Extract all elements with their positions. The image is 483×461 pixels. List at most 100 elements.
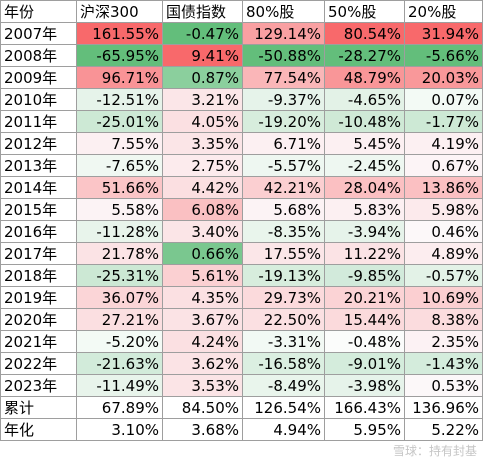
- value-cell: 22.50%: [242, 308, 325, 331]
- value-cell: 129.14%: [242, 22, 325, 45]
- value-cell: 5.98%: [404, 198, 483, 221]
- row-label: 2008年: [0, 44, 77, 67]
- table-row: 2013年 -7.65% 2.75% -5.57% -2.45% 0.67%: [0, 154, 483, 177]
- value-cell: -9.01%: [324, 352, 405, 375]
- value-cell: 5.68%: [242, 198, 325, 221]
- value-cell: 5.83%: [324, 198, 405, 221]
- table-row: 2022年 -21.63% 3.62% -16.58% -9.01% -1.43%: [0, 352, 483, 375]
- value-cell: 4.19%: [404, 132, 483, 155]
- value-cell: 3.68%: [162, 418, 243, 441]
- table-row: 2008年 -65.95% 9.41% -50.88% -28.27% -5.66%: [0, 44, 483, 67]
- table-row: 2023年 -11.49% 3.53% -8.49% -3.98% 0.53%: [0, 374, 483, 397]
- header-year: 年份: [0, 0, 77, 23]
- value-cell: 4.24%: [162, 330, 243, 353]
- row-label: 累计: [0, 396, 77, 419]
- table-row: 2010年 -12.51% 3.21% -9.37% -4.65% 0.07%: [0, 88, 483, 111]
- value-cell: 3.10%: [76, 418, 163, 441]
- value-cell: 21.78%: [76, 242, 163, 265]
- value-cell: 126.54%: [242, 396, 325, 419]
- value-cell: 5.95%: [324, 418, 405, 441]
- value-cell: 15.44%: [324, 308, 405, 331]
- value-cell: 17.55%: [242, 242, 325, 265]
- value-cell: 13.86%: [404, 176, 483, 199]
- value-cell: 0.87%: [162, 66, 243, 89]
- value-cell: -3.98%: [324, 374, 405, 397]
- value-cell: -3.31%: [242, 330, 325, 353]
- row-label: 2010年: [0, 88, 77, 111]
- row-label: 2012年: [0, 132, 77, 155]
- row-label: 2020年: [0, 308, 77, 331]
- value-cell: 80.54%: [324, 22, 405, 45]
- header-20-stock: 20%股: [404, 0, 483, 23]
- value-cell: 20.03%: [404, 66, 483, 89]
- value-cell: -9.85%: [324, 264, 405, 287]
- table-row: 2014年 51.66% 4.42% 42.21% 28.04% 13.86%: [0, 176, 483, 199]
- value-cell: 51.66%: [76, 176, 163, 199]
- value-cell: 4.94%: [242, 418, 325, 441]
- value-cell: 4.05%: [162, 110, 243, 133]
- value-cell: 0.67%: [404, 154, 483, 177]
- value-cell: 2.35%: [404, 330, 483, 353]
- row-label: 2023年: [0, 374, 77, 397]
- row-label: 2009年: [0, 66, 77, 89]
- value-cell: 2.75%: [162, 154, 243, 177]
- value-cell: 7.55%: [76, 132, 163, 155]
- table-body: 年份 沪深300 国债指数 80%股 50%股 20%股 2007年 161.55…: [0, 0, 483, 441]
- row-label: 2007年: [0, 22, 77, 45]
- row-label: 2017年: [0, 242, 77, 265]
- value-cell: 28.04%: [324, 176, 405, 199]
- value-cell: -11.49%: [76, 374, 163, 397]
- row-label: 2013年: [0, 154, 77, 177]
- value-cell: -21.63%: [76, 352, 163, 375]
- table-row: 2020年 27.21% 3.67% 22.50% 15.44% 8.38%: [0, 308, 483, 331]
- value-cell: 31.94%: [404, 22, 483, 45]
- value-cell: 0.07%: [404, 88, 483, 111]
- table-row: 年化 3.10% 3.68% 4.94% 5.95% 5.22%: [0, 418, 483, 441]
- value-cell: -25.01%: [76, 110, 163, 133]
- value-cell: 5.45%: [324, 132, 405, 155]
- table-row: 2018年 -25.31% 5.61% -19.13% -9.85% -0.57%: [0, 264, 483, 287]
- header-80-stock: 80%股: [242, 0, 325, 23]
- value-cell: -3.94%: [324, 220, 405, 243]
- value-cell: 6.71%: [242, 132, 325, 155]
- table-row: 累计 67.89% 84.50% 126.54% 166.43% 136.96%: [0, 396, 483, 419]
- row-label: 2015年: [0, 198, 77, 221]
- value-cell: -19.20%: [242, 110, 325, 133]
- returns-table: 年份 沪深300 国债指数 80%股 50%股 20%股 2007年 161.55…: [0, 0, 483, 441]
- table-row: 2017年 21.78% 0.66% 17.55% 11.22% 4.89%: [0, 242, 483, 265]
- value-cell: -0.57%: [404, 264, 483, 287]
- value-cell: 0.53%: [404, 374, 483, 397]
- row-label: 2019年: [0, 286, 77, 309]
- value-cell: 166.43%: [324, 396, 405, 419]
- value-cell: 5.58%: [76, 198, 163, 221]
- value-cell: -28.27%: [324, 44, 405, 67]
- value-cell: 3.67%: [162, 308, 243, 331]
- value-cell: -5.57%: [242, 154, 325, 177]
- value-cell: 6.08%: [162, 198, 243, 221]
- value-cell: 77.54%: [242, 66, 325, 89]
- table-row: 2016年 -11.28% 3.40% -8.35% -3.94% 0.46%: [0, 220, 483, 243]
- value-cell: 29.73%: [242, 286, 325, 309]
- value-cell: -1.43%: [404, 352, 483, 375]
- value-cell: 9.41%: [162, 44, 243, 67]
- value-cell: 3.35%: [162, 132, 243, 155]
- value-cell: 48.79%: [324, 66, 405, 89]
- value-cell: -8.49%: [242, 374, 325, 397]
- header-row: 年份 沪深300 国债指数 80%股 50%股 20%股: [0, 0, 483, 23]
- value-cell: 4.89%: [404, 242, 483, 265]
- value-cell: 42.21%: [242, 176, 325, 199]
- value-cell: 4.35%: [162, 286, 243, 309]
- table-row: 2019年 36.07% 4.35% 29.73% 20.21% 10.69%: [0, 286, 483, 309]
- value-cell: -16.58%: [242, 352, 325, 375]
- row-label: 2021年: [0, 330, 77, 353]
- row-label: 2022年: [0, 352, 77, 375]
- value-cell: -8.35%: [242, 220, 325, 243]
- value-cell: 27.21%: [76, 308, 163, 331]
- value-cell: 84.50%: [162, 396, 243, 419]
- value-cell: -12.51%: [76, 88, 163, 111]
- row-label: 2016年: [0, 220, 77, 243]
- value-cell: 36.07%: [76, 286, 163, 309]
- value-cell: 67.89%: [76, 396, 163, 419]
- value-cell: 96.71%: [76, 66, 163, 89]
- value-cell: -7.65%: [76, 154, 163, 177]
